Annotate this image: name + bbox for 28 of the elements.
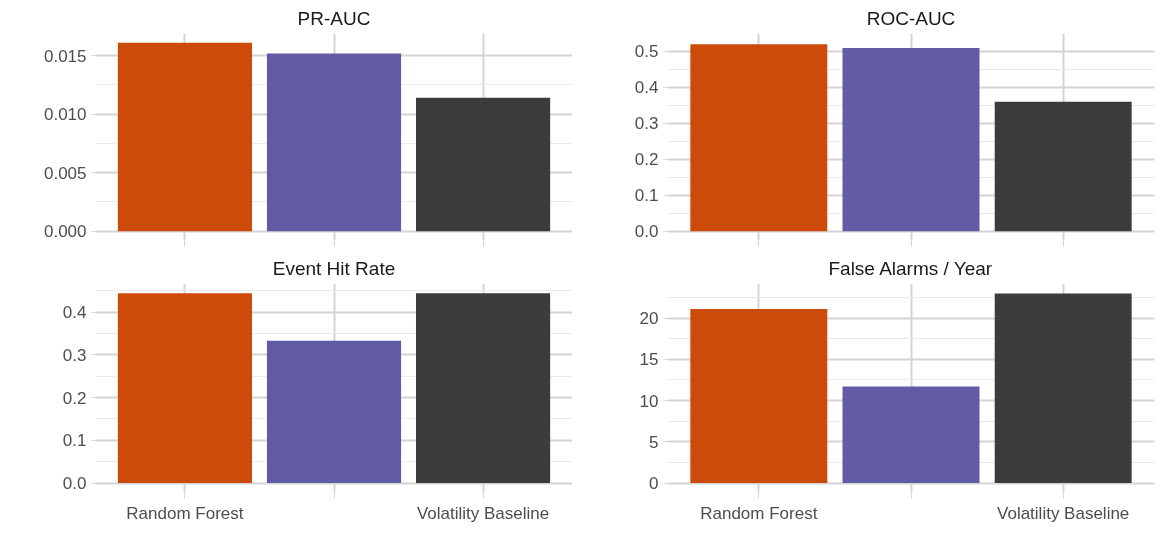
x-tick-label: Random Forest (700, 503, 818, 523)
y-tick-label: 15 (639, 350, 659, 370)
chart-title: PR-AUC (297, 7, 371, 29)
y-tick-label: 0.4 (634, 78, 659, 98)
y-tick-label: 0.0 (634, 222, 659, 242)
y-tick-label: 0.3 (634, 114, 659, 134)
y-tick-label: 0.0 (62, 474, 87, 494)
y-tick-label: 0.3 (62, 345, 87, 365)
chart-title: Event Hit Rate (272, 257, 396, 279)
chart-title: False Alarms / Year (828, 257, 993, 279)
y-tick-label: 0.1 (62, 431, 87, 451)
y-tick-label: 0.2 (62, 388, 87, 408)
y-tick-label: 5 (649, 432, 659, 452)
y-tick-label: 0.015 (43, 46, 87, 66)
y-tick-label: 0.5 (634, 42, 659, 62)
x-tick-label: Volatility Baseline (416, 503, 550, 523)
chart-title: ROC-AUC (866, 7, 956, 29)
y-tick-label: 0.005 (43, 163, 87, 183)
x-tick-label: Random Forest (126, 503, 244, 523)
y-tick-label: 0.000 (43, 222, 87, 242)
y-tick-label: 0 (649, 474, 659, 494)
y-tick-label: 10 (639, 391, 659, 411)
y-tick-label: 0.4 (62, 303, 87, 323)
x-tick-label: Volatility Baseline (997, 503, 1130, 523)
y-tick-label: 0.010 (43, 105, 87, 125)
y-tick-label: 20 (639, 309, 659, 329)
y-tick-label: 0.2 (634, 150, 659, 170)
y-tick-label: 0.1 (634, 186, 659, 206)
